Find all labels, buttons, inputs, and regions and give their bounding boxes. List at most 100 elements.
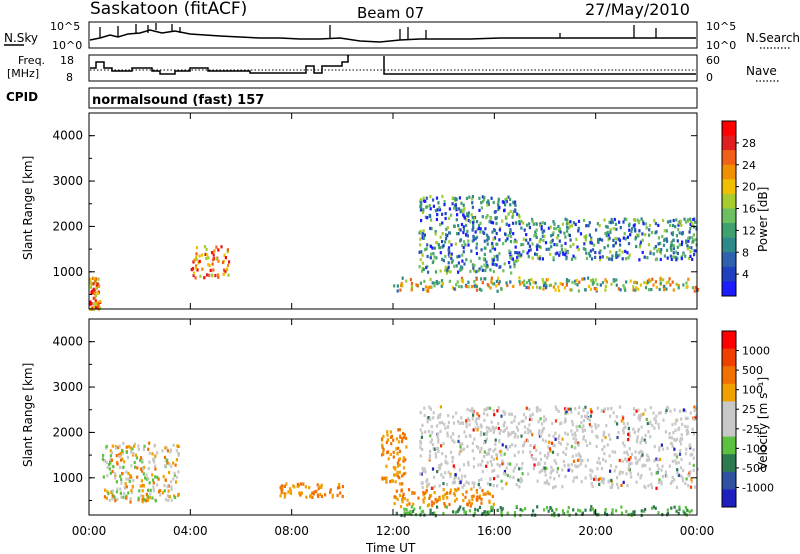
power-cell — [675, 234, 678, 238]
velocity-cell — [404, 458, 407, 462]
velocity-cell — [145, 477, 148, 481]
velocity-cell — [298, 491, 301, 496]
velocity-cell — [395, 437, 399, 441]
velocity-cell — [389, 480, 392, 484]
power-cell — [89, 285, 93, 289]
power-cell — [659, 281, 662, 285]
velocity-cell — [453, 477, 456, 481]
power-cell — [526, 251, 529, 255]
velocity-cell — [432, 446, 435, 450]
power-cell — [421, 235, 424, 240]
power-cell — [659, 277, 662, 281]
power-cell — [638, 219, 641, 223]
power-cell — [458, 268, 461, 272]
power-cell — [531, 217, 534, 221]
power-cell — [484, 227, 487, 231]
power-cell — [618, 237, 621, 241]
velocity-cell — [471, 417, 474, 421]
power-cell — [194, 266, 197, 270]
power-cell — [605, 280, 608, 284]
velocity-cell — [480, 477, 483, 481]
velocity-cell — [435, 446, 438, 451]
velocity-cell — [692, 463, 695, 467]
power-cell — [689, 222, 692, 227]
velocity-cell — [547, 453, 550, 458]
power-cell — [529, 238, 532, 242]
velocity-cell — [457, 477, 460, 481]
power-cell — [657, 248, 660, 252]
power-cell — [447, 252, 450, 256]
velocity-cell — [300, 491, 303, 495]
velocity-cell — [103, 459, 107, 463]
velocity-cell — [651, 506, 654, 510]
power-cell — [207, 256, 210, 260]
power-cell — [448, 231, 452, 235]
velocity-cell — [573, 476, 576, 480]
nave-tick-bottom: 0 — [706, 71, 713, 84]
velocity-cell — [501, 443, 504, 447]
velocity-cell — [546, 456, 549, 460]
power-cell — [666, 248, 669, 252]
power-cell — [507, 195, 510, 199]
power-cell — [532, 222, 535, 226]
power-cell — [581, 277, 584, 281]
power-cell — [211, 258, 215, 262]
velocity-cell — [477, 482, 480, 487]
velocity-cell — [105, 461, 108, 465]
power-cell — [483, 198, 486, 202]
velocity-cell — [148, 451, 151, 455]
velocity-cell — [575, 453, 578, 457]
velocity-cell — [460, 478, 463, 482]
velocity-cell — [587, 417, 590, 421]
velocity-cell — [397, 440, 401, 444]
velocity-cell — [621, 418, 624, 422]
velocity-cell — [506, 447, 509, 451]
velocity-cell — [168, 470, 171, 475]
power-cell — [687, 239, 690, 243]
velocity-cell — [428, 503, 431, 507]
velocity-cell — [147, 488, 150, 492]
power-cell — [633, 280, 636, 284]
velocity-cell — [603, 445, 606, 449]
power-cell — [92, 302, 96, 306]
velocity-cell — [589, 508, 592, 512]
velocity-cell — [143, 498, 146, 502]
velocity-cell — [421, 485, 424, 490]
power-cell — [505, 200, 508, 204]
velocity-cell — [486, 451, 490, 455]
velocity-cell — [408, 502, 411, 506]
power-cell — [419, 229, 422, 233]
velocity-cell — [398, 449, 402, 453]
velocity-cell — [494, 447, 497, 451]
velocity-cell — [658, 448, 661, 452]
velocity-cell — [477, 416, 480, 420]
velocity-cell — [513, 514, 516, 518]
velocity-cell — [398, 476, 401, 480]
power-cell — [517, 253, 520, 258]
velocity-cell — [445, 505, 448, 509]
velocity-cell — [529, 415, 532, 419]
power-cell — [611, 220, 614, 224]
velocity-cell — [109, 461, 112, 465]
velocity-cell — [584, 405, 587, 409]
velocity-cell — [484, 492, 487, 496]
velocity-cell — [336, 486, 340, 490]
velocity-cell — [408, 488, 411, 492]
velocity-cell — [523, 425, 526, 429]
velocity-cell — [528, 423, 531, 427]
velocity-cell — [401, 497, 404, 502]
velocity-cell — [422, 491, 425, 495]
power-cell — [437, 201, 440, 205]
power-cell — [226, 250, 229, 254]
power-cell — [614, 222, 617, 226]
power-cell — [463, 207, 466, 211]
power-cell — [526, 281, 529, 285]
power-cell — [514, 221, 518, 225]
velocity-cell — [692, 448, 695, 452]
power-cell — [634, 288, 637, 292]
velocity-cell — [681, 422, 684, 426]
velocity-cell — [138, 489, 141, 493]
velocity-cell — [552, 485, 555, 490]
power-cell — [584, 288, 587, 292]
velocity-cell — [163, 489, 166, 493]
